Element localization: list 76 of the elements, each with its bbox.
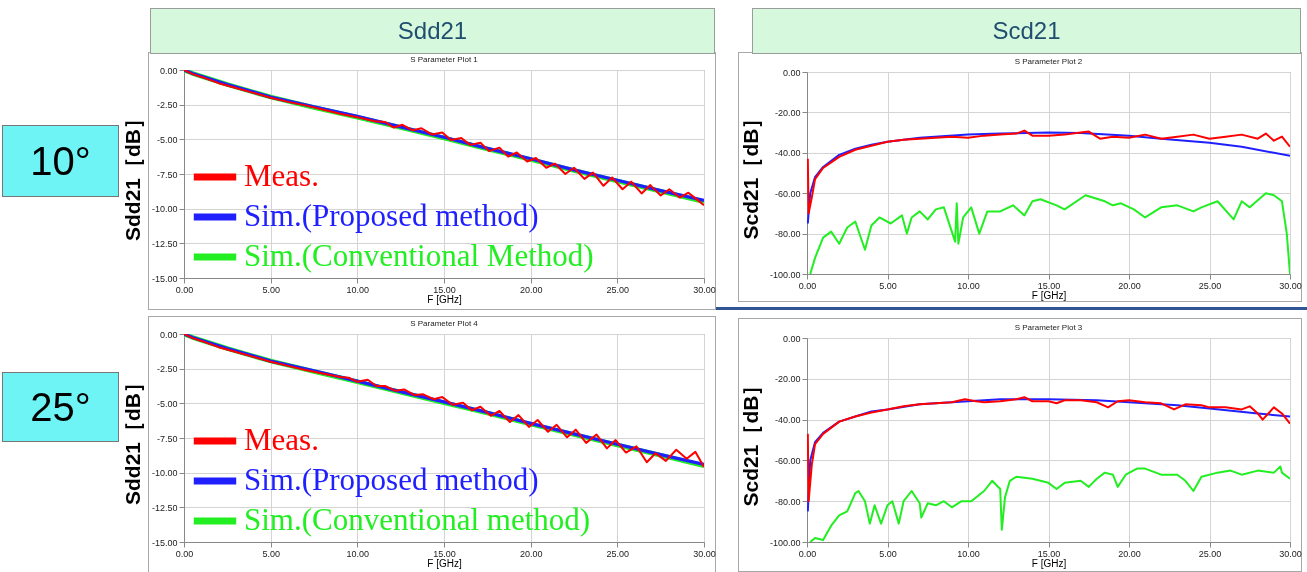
y-tick-label: -20.00 [774, 107, 801, 118]
text: Scd21 [752, 8, 1301, 54]
x-tick-label: 0.00 [175, 284, 194, 295]
x-tick-label: 25.00 [606, 284, 630, 295]
y-tick-label: -5.00 [156, 398, 178, 409]
x-tick-label: 0.00 [175, 548, 194, 559]
x-tick-label: 10.00 [957, 280, 980, 291]
legend-label: Sim.(Conventional Method) [244, 238, 594, 273]
x-tick-label: 25.00 [1198, 548, 1222, 559]
x-tick-label: 20.00 [1118, 548, 1141, 559]
y-tick-label: -80.00 [774, 496, 801, 507]
legend-label: Meas. [244, 422, 319, 457]
y-tick-label: -80.00 [774, 229, 801, 240]
y-tick-label: -10.00 [151, 468, 178, 479]
x-tick-label: 5.00 [262, 284, 280, 295]
chart-title: S Parameter Plot 4 [410, 319, 479, 328]
x-tick-label: 20.00 [519, 284, 543, 295]
y-tick-label: -2.50 [156, 100, 178, 111]
chart-title: S Parameter Plot 2 [1014, 57, 1083, 66]
x-tick-label: 15.00 [1037, 280, 1061, 291]
y-tick-label: -100.00 [769, 269, 801, 280]
y-tick-label: -100.00 [769, 537, 801, 548]
y-tick-label: -5.00 [156, 134, 178, 145]
y-axis-title: Scd21［dB］ [738, 374, 762, 507]
y-tick-label: 0.00 [159, 65, 178, 76]
x-tick-label: 30.00 [693, 284, 716, 295]
x-tick-label: 15.00 [433, 548, 456, 559]
x-tick-label: 10.00 [346, 548, 370, 559]
x-tick-label: 25.00 [606, 548, 630, 559]
y-tick-label: -60.00 [774, 455, 801, 466]
y-tick-label: -15.00 [151, 273, 178, 284]
y-tick-label: -7.50 [156, 169, 178, 180]
y-tick-label: -12.50 [151, 502, 178, 513]
y-tick-label: 0.00 [782, 67, 801, 78]
x-tick-label: 5.00 [879, 548, 897, 559]
x-tick-label: 0.00 [798, 280, 817, 291]
y-tick-label: -7.50 [156, 433, 178, 444]
legend-label: Sim.(Proposed method) [244, 462, 539, 497]
x-tick-label: 30.00 [693, 548, 716, 559]
y-tick-label: -60.00 [774, 188, 801, 199]
y-axis-title: Sdd21［dB］ [120, 371, 144, 506]
legend-label: Sim.(Proposed method) [244, 198, 539, 233]
x-axis-title: F [GHz] [1031, 557, 1067, 569]
y-tick-label: -10.00 [151, 204, 178, 215]
y-tick-label: -12.50 [151, 238, 178, 249]
y-tick-label: -40.00 [774, 415, 801, 426]
y-axis-title: Sdd21［dB］ [120, 107, 144, 242]
chart-title: S Parameter Plot 3 [1014, 323, 1083, 332]
x-tick-label: 15.00 [433, 284, 456, 295]
legend-label: Sim.(Conventional method) [244, 502, 591, 537]
text: Sdd21 [150, 8, 715, 54]
y-tick-label: -40.00 [774, 148, 801, 159]
chart-title: S Parameter Plot 1 [410, 55, 479, 64]
x-tick-label: 5.00 [262, 548, 280, 559]
x-tick-label: 0.00 [798, 548, 817, 559]
x-tick-label: 30.00 [1279, 280, 1302, 291]
y-tick-label: -2.50 [156, 364, 178, 375]
text: 25° [2, 372, 119, 442]
x-tick-label: 5.00 [879, 280, 897, 291]
x-axis-title: F [GHz] [427, 557, 462, 569]
x-tick-label: 10.00 [957, 548, 980, 559]
x-tick-label: 30.00 [1279, 548, 1302, 559]
y-tick-label: 0.00 [782, 333, 801, 344]
y-tick-label: -20.00 [774, 374, 801, 385]
x-tick-label: 20.00 [519, 548, 543, 559]
y-tick-label: 0.00 [159, 329, 178, 340]
x-axis-title: F [GHz] [427, 293, 462, 305]
y-tick-label: -15.00 [151, 537, 178, 548]
x-axis-title: F [GHz] [1031, 289, 1067, 301]
text: 10° [2, 125, 119, 197]
x-tick-label: 15.00 [1037, 548, 1061, 559]
x-tick-label: 20.00 [1118, 280, 1141, 291]
legend-label: Meas. [244, 158, 319, 193]
x-tick-label: 25.00 [1198, 280, 1222, 291]
y-axis-title: Scd21［dB］ [738, 107, 762, 240]
x-tick-label: 10.00 [346, 284, 370, 295]
